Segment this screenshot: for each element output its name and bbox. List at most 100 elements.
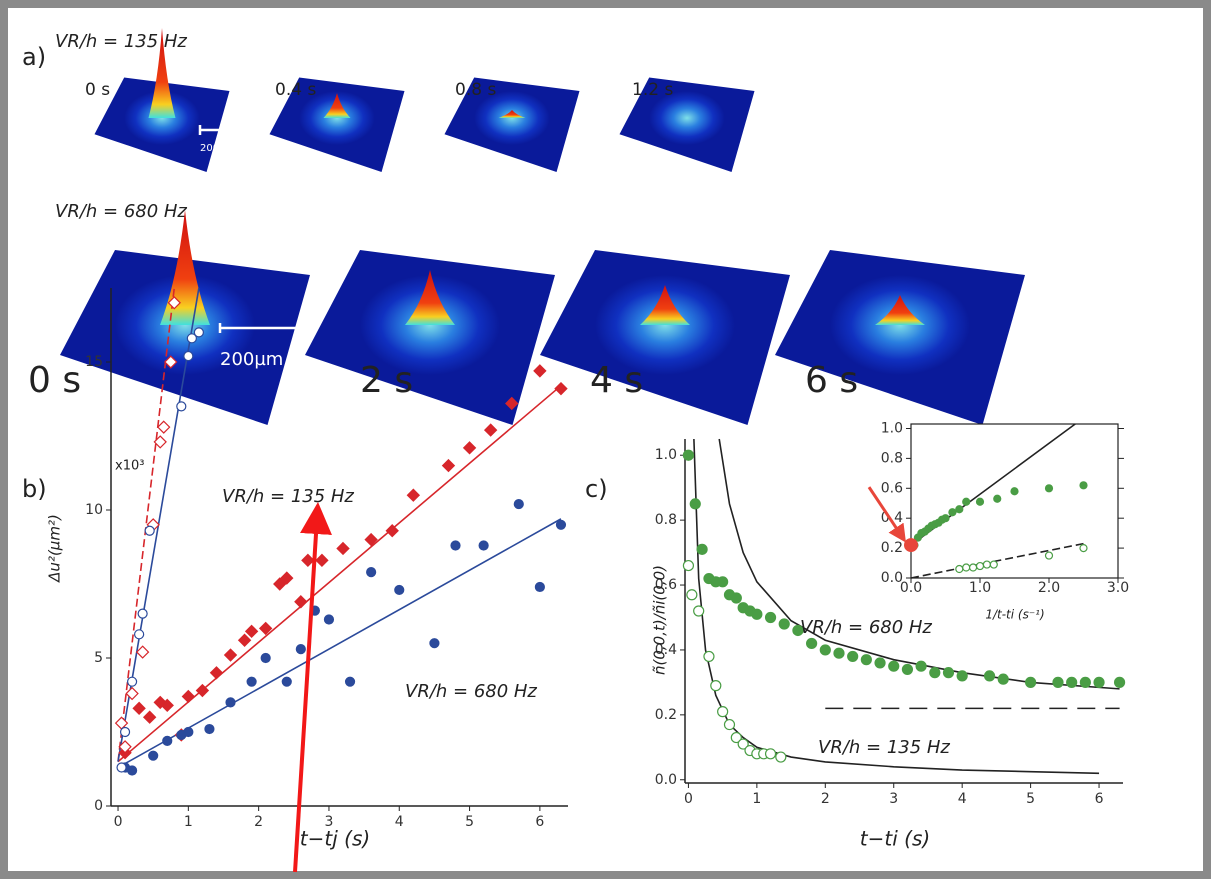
data-point xyxy=(479,541,488,550)
data-point xyxy=(807,638,817,648)
data-point xyxy=(1046,552,1053,559)
data-point xyxy=(731,593,741,603)
data-point xyxy=(694,606,704,616)
data-point xyxy=(163,736,172,745)
y-tick-label: 0.0 xyxy=(655,772,677,788)
data-point xyxy=(395,585,404,594)
y-tick-label: 5 xyxy=(94,650,103,666)
time-label: 0 s xyxy=(85,80,110,100)
data-point xyxy=(687,590,697,600)
annotation: VR/h = 680 Hz xyxy=(405,681,537,702)
data-point xyxy=(724,720,734,730)
x-axis-label: t−tj (s) xyxy=(300,827,370,851)
y-multiplier: x10³ xyxy=(115,459,144,474)
data-point xyxy=(779,619,789,629)
panel-label: a) xyxy=(22,43,46,71)
time-label: 0 s xyxy=(28,360,81,401)
data-point xyxy=(1080,545,1087,552)
row-title: VR/h = 680 Hz xyxy=(55,201,187,222)
y-tick-label: 10 xyxy=(85,502,103,518)
data-point xyxy=(1046,485,1053,492)
data-point xyxy=(194,328,203,337)
data-point xyxy=(683,561,693,571)
annotation: VR/h = 135 Hz xyxy=(222,486,354,507)
data-point xyxy=(451,541,460,550)
data-point xyxy=(998,674,1008,684)
data-point xyxy=(848,651,858,661)
data-point xyxy=(875,658,885,668)
data-point xyxy=(766,612,776,622)
y-tick-label: 0.8 xyxy=(881,450,903,466)
time-label: 0.4 s xyxy=(275,80,316,100)
y-tick-label: 0.0 xyxy=(881,570,903,586)
data-point xyxy=(776,752,786,762)
data-point xyxy=(957,671,967,681)
row-title: VR/h = 135 Hz xyxy=(55,31,187,52)
data-point xyxy=(1080,482,1087,489)
inset-frame xyxy=(911,424,1118,578)
data-point xyxy=(943,668,953,678)
x-tick-label: 1.0 xyxy=(969,580,991,596)
data-point xyxy=(690,499,700,509)
data-point xyxy=(970,564,977,571)
data-point xyxy=(683,450,693,460)
data-point xyxy=(889,661,899,671)
y-axis-label: Δu²(µm²) xyxy=(46,514,64,583)
data-point xyxy=(820,645,830,655)
panel-label: b) xyxy=(22,475,47,503)
x-tick-label: 3 xyxy=(889,791,898,807)
data-point xyxy=(184,352,193,361)
data-point xyxy=(942,515,949,522)
y-tick-label: 0.6 xyxy=(881,480,903,496)
x-tick-label: 1 xyxy=(752,791,761,807)
data-point xyxy=(902,664,912,674)
x-tick-label: 5 xyxy=(1026,791,1035,807)
data-point xyxy=(916,661,926,671)
data-point xyxy=(956,506,963,513)
y-axis-label: ñ(0,0,t)/ñi(0,0) xyxy=(651,565,669,675)
data-point xyxy=(430,639,439,648)
data-point xyxy=(121,728,130,737)
data-point xyxy=(1026,677,1036,687)
data-point xyxy=(983,561,990,568)
data-point xyxy=(514,500,523,509)
scale-label: 200µm xyxy=(200,143,235,154)
data-point xyxy=(346,677,355,686)
annotation: VR/h = 135 Hz xyxy=(818,737,950,758)
x-tick-label: 1 xyxy=(184,814,193,830)
x-tick-label: 2.0 xyxy=(1038,580,1060,596)
data-point xyxy=(135,630,144,639)
time-label: 2 s xyxy=(360,360,413,401)
data-point xyxy=(282,677,291,686)
x-tick-label: 6 xyxy=(535,814,544,830)
data-point xyxy=(1115,677,1125,687)
data-point xyxy=(956,566,963,573)
data-point xyxy=(324,615,333,624)
x-axis-label: 1/t-ti (s⁻¹) xyxy=(985,608,1044,622)
data-point xyxy=(949,509,956,516)
annotation: VR/h = 680 Hz xyxy=(800,617,932,638)
y-tick-label: 0.2 xyxy=(881,540,903,556)
data-point xyxy=(226,698,235,707)
x-tick-label: 0.0 xyxy=(900,580,922,596)
data-point xyxy=(367,568,376,577)
x-tick-label: 2 xyxy=(254,814,263,830)
data-point xyxy=(145,526,154,535)
time-label: 4 s xyxy=(590,360,643,401)
y-tick-label: 0 xyxy=(94,798,103,814)
data-point xyxy=(752,609,762,619)
data-point xyxy=(963,498,970,505)
panel-label: c) xyxy=(585,475,608,503)
data-point xyxy=(296,645,305,654)
x-tick-label: 2 xyxy=(821,791,830,807)
y-tick-label: 0.8 xyxy=(655,512,677,528)
data-point xyxy=(977,498,984,505)
x-tick-label: 0 xyxy=(684,791,693,807)
x-tick-label: 4 xyxy=(395,814,404,830)
x-axis-label: t−ti (s) xyxy=(860,827,930,851)
time-label: 6 s xyxy=(805,360,858,401)
y-tick-label: 0.2 xyxy=(655,707,677,723)
data-point xyxy=(704,651,714,661)
data-point xyxy=(128,766,137,775)
data-point xyxy=(718,577,728,587)
